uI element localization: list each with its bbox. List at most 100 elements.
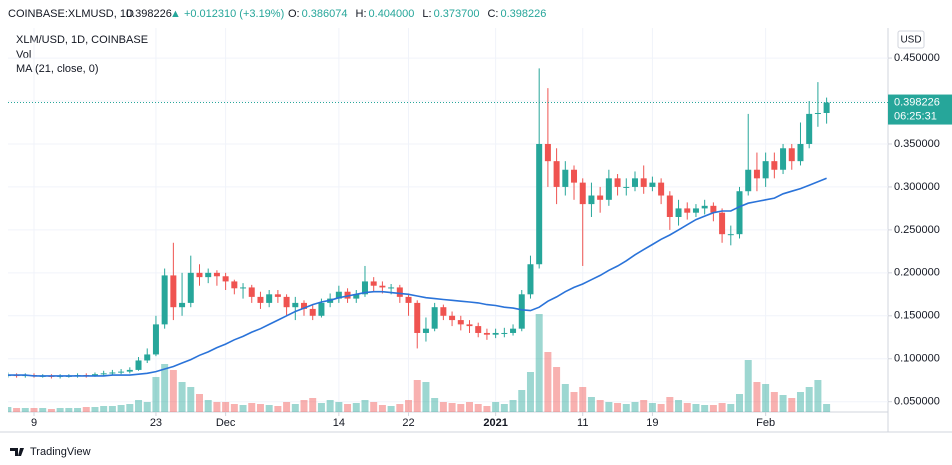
candle-body xyxy=(283,296,290,308)
volume-bar xyxy=(108,406,116,412)
candle-body xyxy=(614,178,621,187)
candle-body xyxy=(405,296,412,303)
x-tick-label: 14 xyxy=(333,417,345,429)
y-tick-label: 0.450000 xyxy=(894,52,940,64)
candle-body xyxy=(213,272,220,277)
candle-body xyxy=(492,332,499,335)
candle-body xyxy=(431,307,438,329)
volume-bar xyxy=(535,314,543,412)
candle-body xyxy=(588,195,595,205)
candle-body xyxy=(91,374,98,376)
currency[interactable]: USD xyxy=(900,35,921,46)
volume-bar xyxy=(692,404,700,412)
candle-body xyxy=(274,294,281,297)
countdown: 06:25:31 xyxy=(894,110,937,122)
candle-body xyxy=(605,178,612,200)
ohlc-label: L: xyxy=(422,8,431,20)
volume-bar xyxy=(283,402,291,412)
volume-bar xyxy=(457,404,465,412)
symbol: COINBASE:XLMUSD, 1D xyxy=(8,8,134,20)
volume-bar xyxy=(213,402,221,412)
header: COINBASE:XLMUSD, 1D 0.398226 ▲ +0.012310… xyxy=(8,8,546,20)
currency-box[interactable] xyxy=(897,30,925,49)
candle-body xyxy=(658,182,665,196)
candle-body xyxy=(640,178,647,187)
volume-bar xyxy=(744,360,752,412)
volume-bar xyxy=(596,400,604,412)
volume-bar xyxy=(352,403,360,412)
volume-bar xyxy=(466,402,473,412)
volume-bar xyxy=(378,405,386,412)
candle-body xyxy=(571,169,578,183)
volume-bar xyxy=(500,404,508,412)
candle-body xyxy=(196,272,203,278)
volume-bar xyxy=(309,398,317,412)
x-tick-label: Dec xyxy=(216,417,236,429)
volume-bar xyxy=(126,404,134,412)
volume-bar xyxy=(666,397,674,412)
candle-body xyxy=(597,195,604,200)
volume-bar xyxy=(796,392,804,412)
candle-body xyxy=(518,294,525,329)
price: 0.398226 xyxy=(126,8,172,20)
candle-body xyxy=(466,324,473,327)
volume-bar xyxy=(762,384,770,412)
y-tick-label: 0.250000 xyxy=(894,224,940,236)
candle-body xyxy=(170,275,177,308)
candle-body xyxy=(179,302,186,308)
volume-bar xyxy=(178,382,186,412)
candle-body xyxy=(370,281,377,286)
candle-body xyxy=(144,354,151,361)
candle-body xyxy=(388,287,395,289)
candle-body xyxy=(666,195,673,217)
y-tick-label: 0.050000 xyxy=(894,396,940,408)
candle-body xyxy=(126,369,133,372)
candle-body xyxy=(240,287,247,289)
volume-bar xyxy=(65,408,73,412)
candle-body xyxy=(449,315,456,321)
candle-body xyxy=(823,102,830,113)
volume-bar xyxy=(326,400,334,412)
volume-bar xyxy=(396,404,404,412)
volume-bar xyxy=(13,408,21,412)
volume-bar xyxy=(579,387,587,412)
candle-body xyxy=(361,281,368,295)
volume-bar xyxy=(448,403,456,412)
candle-body xyxy=(344,291,351,299)
candle-body xyxy=(544,143,551,162)
volume-bar xyxy=(439,402,447,412)
plot xyxy=(8,28,888,412)
candle-body xyxy=(353,294,360,299)
volume-bar xyxy=(823,404,831,412)
candle-body xyxy=(309,308,316,316)
legend-title: XLM/USD, 1D, COINBASE xyxy=(16,34,148,46)
volume-bar xyxy=(361,400,369,412)
volume-bar xyxy=(605,402,613,412)
volume-bar xyxy=(291,404,299,412)
volume-bar xyxy=(117,405,125,412)
volume-bar xyxy=(317,403,325,412)
volume-bar xyxy=(631,402,639,412)
volume-bar xyxy=(544,352,552,412)
legend-ma: MA (21, close, 0) xyxy=(16,63,99,75)
candle-body xyxy=(457,320,464,325)
volume-bar xyxy=(736,394,744,412)
volume-bar xyxy=(222,402,230,412)
ohlc-value: 0.404000 xyxy=(369,8,415,20)
candle-body xyxy=(301,302,308,309)
candle-body xyxy=(266,294,273,303)
candle-body xyxy=(797,143,804,162)
candle-body xyxy=(701,205,708,209)
candle-body xyxy=(414,302,421,333)
volume-bar xyxy=(152,377,160,412)
candle-body xyxy=(205,272,212,278)
ohlc-label: C: xyxy=(487,8,498,20)
volume-bar xyxy=(814,380,822,412)
volume-bar xyxy=(675,400,683,412)
volume-bar xyxy=(56,408,64,412)
volume-bar xyxy=(718,403,726,412)
candle-body xyxy=(579,182,586,205)
candle-body xyxy=(483,332,490,335)
brand-name: TradingView xyxy=(30,446,91,458)
x-tick-label: 9 xyxy=(31,417,37,429)
